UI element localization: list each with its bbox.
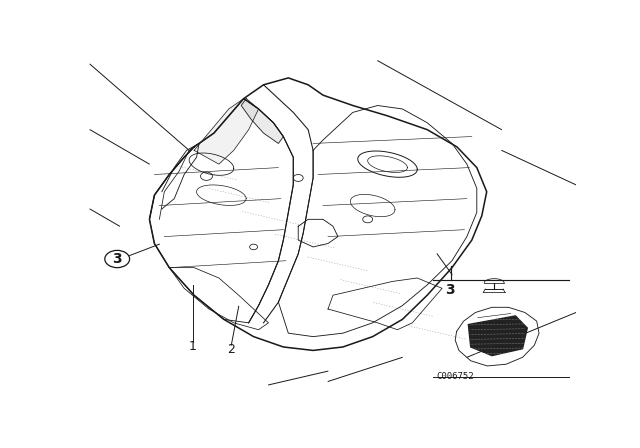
Polygon shape bbox=[194, 99, 259, 164]
Text: C006752: C006752 bbox=[436, 372, 474, 381]
Polygon shape bbox=[241, 99, 284, 143]
Text: 3: 3 bbox=[445, 283, 454, 297]
Text: 3: 3 bbox=[113, 252, 122, 266]
Polygon shape bbox=[468, 316, 527, 356]
Text: 2: 2 bbox=[227, 343, 236, 356]
Text: 1: 1 bbox=[189, 340, 197, 353]
